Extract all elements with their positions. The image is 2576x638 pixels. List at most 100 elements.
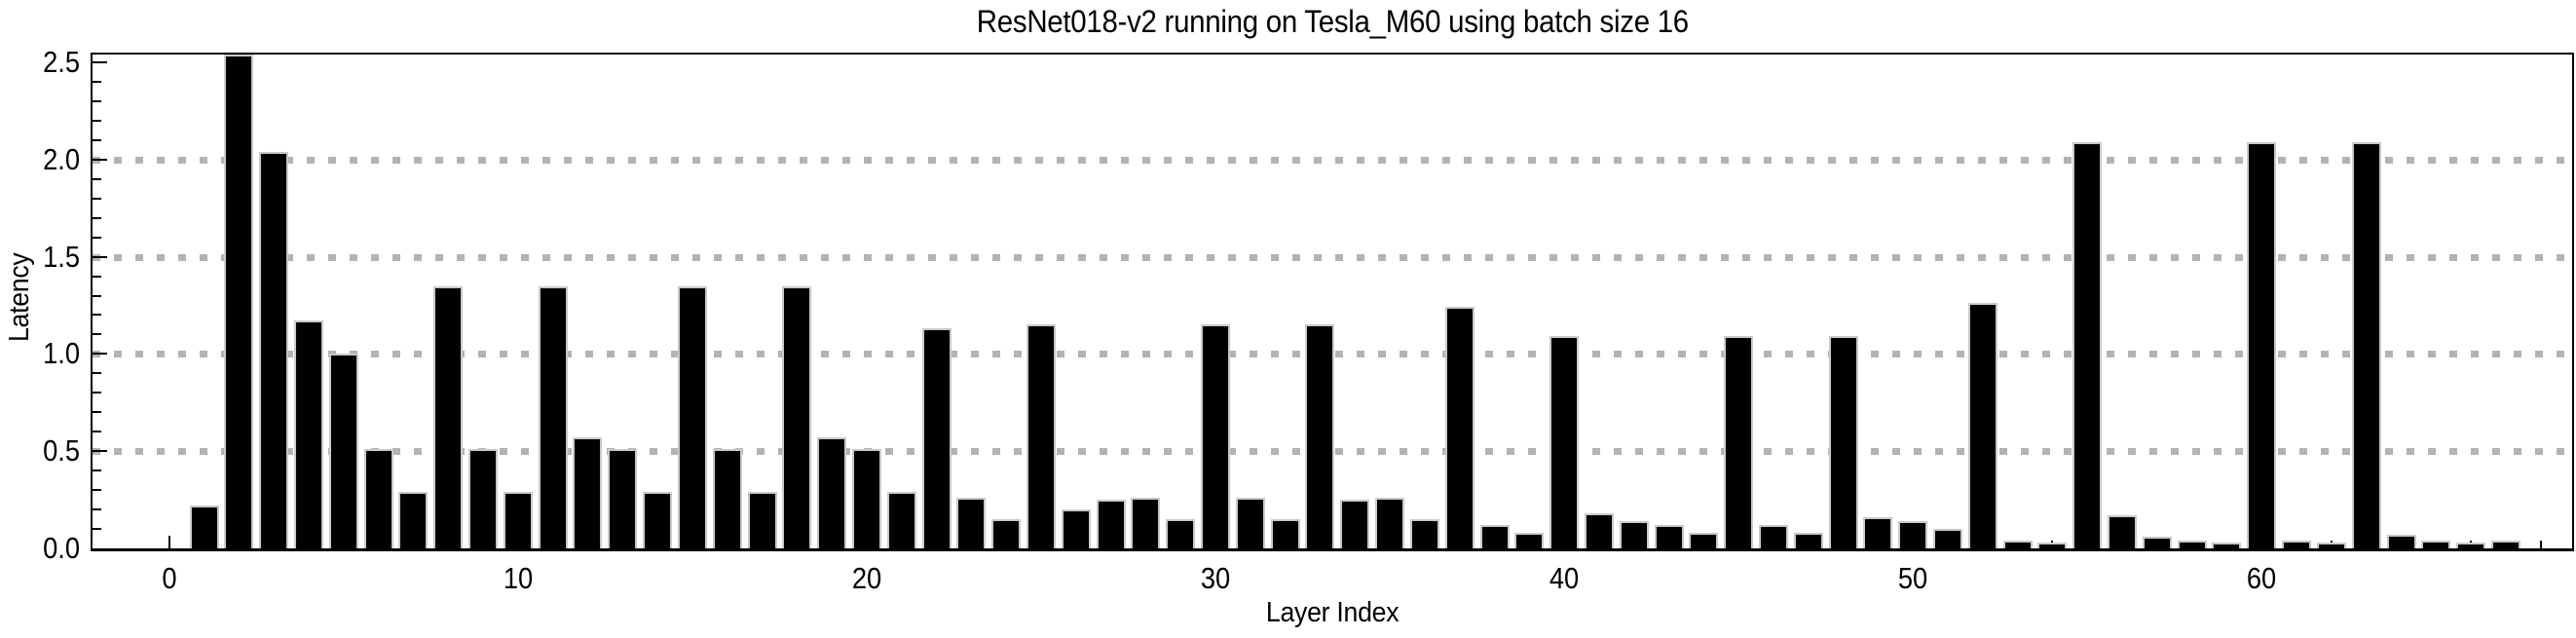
bar-layer-48 [1828,336,1858,548]
bar-layer-4 [294,320,323,548]
bar-layer-11 [538,286,568,548]
y-minor-tick [93,216,101,219]
chart-title: ResNet018-v2 running on Tesla_M60 using … [93,0,2572,43]
bar-layer-47 [1793,533,1823,548]
y-minor-tick [93,197,101,200]
bar-layer-9 [468,449,499,548]
y-minor-tick [93,372,101,375]
y-tick-label-1.0: 1.0 [43,336,80,371]
y-minor-tick [93,508,101,511]
bar-layer-55 [2072,142,2103,548]
y-major-tick [93,255,107,258]
y-minor-tick [93,392,101,394]
y-tick-label-0.0: 0.0 [43,531,80,565]
bar-layer-34 [1340,500,1370,548]
bar-layer-29 [1166,519,1196,548]
bar-layer-41 [1584,513,1614,548]
bar-layer-31 [1235,498,1265,548]
bar-layer-14 [643,492,673,548]
bar-layer-61 [2282,541,2312,548]
y-minor-tick [93,528,101,531]
bar-layer-15 [677,286,707,548]
y-tick-label-0.5: 0.5 [43,433,80,469]
bar-layer-40 [1549,336,1580,548]
x-tick-label-40: 40 [1549,561,1580,595]
bar-layer-27 [1096,500,1126,548]
bar-layer-10 [503,492,533,548]
x-tick-label-20: 20 [851,561,882,595]
bar-layer-66 [2456,543,2486,548]
y-minor-tick [93,411,101,414]
bar-layer-62 [2316,543,2346,548]
bar-layer-30 [1201,324,1231,548]
bar-layer-3 [259,152,289,548]
y-minor-tick [93,314,101,317]
bar-layer-36 [1409,519,1439,548]
bar-layer-26 [1061,509,1091,548]
bar-layer-44 [1689,533,1719,548]
bar-layer-54 [2037,543,2068,548]
bar-layer-53 [2002,541,2033,548]
y-axis-label: Latency [3,151,36,443]
bar-layer-16 [712,449,742,548]
bar-layer-35 [1375,498,1405,548]
y-minor-tick [93,489,101,492]
bar-layer-60 [2247,142,2277,548]
bar-layer-45 [1724,336,1754,548]
bar-layer-32 [1270,519,1300,548]
bar-layer-65 [2421,541,2451,548]
y-tick-label-2.5: 2.5 [43,44,80,79]
bar-layer-6 [363,449,393,548]
bar-layer-50 [1898,521,1928,548]
bar-layer-24 [991,519,1022,548]
bar-layer-22 [921,328,952,548]
y-minor-tick [93,119,101,122]
bar-layer-57 [2142,537,2172,548]
y-minor-tick [93,236,101,239]
x-minor-tick [2539,541,2542,548]
bar-layer-5 [328,354,358,548]
y-minor-tick [93,275,101,278]
x-tick-label-10: 10 [503,561,534,595]
x-axis-label-text: Layer Index [1265,597,1400,628]
bar-layer-64 [2386,535,2416,548]
y-tick-label-1.5: 1.5 [43,239,80,274]
bar-layer-12 [573,437,603,548]
bar-layer-33 [1305,324,1335,548]
gridline-y-1.5 [93,253,2572,261]
bar-layer-1 [189,506,219,548]
bar-layer-8 [433,286,464,548]
x-axis-label: Layer Index [1089,595,1576,630]
bar-layer-2 [224,55,254,548]
bar-layer-51 [1933,529,1963,548]
bar-layer-39 [1514,533,1545,548]
bar-layer-67 [2490,541,2520,548]
bar-layer-59 [2212,543,2242,548]
bar-layer-18 [782,286,812,548]
bar-layer-38 [1479,525,1510,548]
bar-layer-37 [1444,307,1475,548]
bar-layer-52 [1967,303,1997,548]
y-major-tick [93,60,107,63]
bar-layer-25 [1026,324,1056,548]
bar-layer-28 [1131,498,1161,548]
x-tick-label-0: 0 [162,561,177,595]
bar-layer-17 [747,492,777,548]
y-minor-tick [93,469,101,472]
bar-layer-19 [817,437,847,548]
bar-layer-21 [886,492,916,548]
bar-layer-42 [1619,521,1649,548]
bar-layer-43 [1654,525,1684,548]
bar-layer-20 [851,449,881,548]
y-minor-tick [93,431,101,433]
y-major-tick [93,353,107,356]
gridline-y-2 [93,156,2572,164]
y-minor-tick [93,80,101,83]
y-minor-tick [93,333,101,336]
y-minor-tick [93,177,101,180]
y-minor-tick [93,138,101,141]
bar-layer-46 [1758,525,1788,548]
y-major-tick [93,450,107,453]
bar-layer-58 [2177,541,2207,548]
